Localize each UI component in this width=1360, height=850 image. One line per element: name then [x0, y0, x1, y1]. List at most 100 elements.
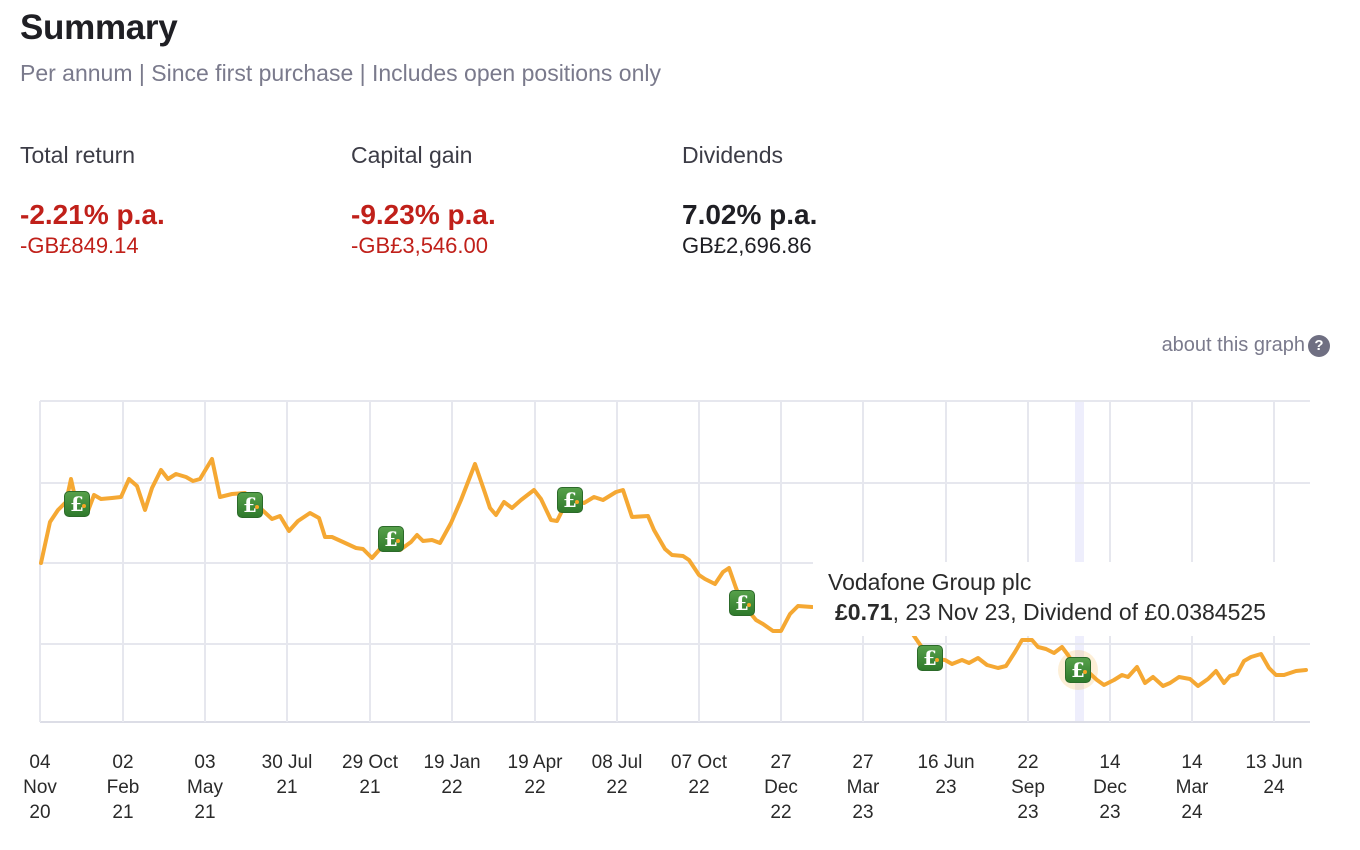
tick-label-line: 27	[852, 752, 874, 773]
metric-percent: 7.02% p.a.	[682, 199, 818, 230]
page-title: Summary	[20, 8, 178, 47]
tick-label-line: 21	[112, 802, 134, 823]
x-axis-tick-label: 04 Nov 20	[0, 750, 80, 825]
tick-label-line: 02	[112, 752, 134, 773]
tick-label-line	[577, 800, 657, 825]
tick-label-line: 23	[1017, 802, 1039, 823]
tick-label-line: Mar	[846, 777, 880, 798]
x-axis-tick-label: 19 Jan 22	[412, 750, 492, 825]
page-subtitle: Per annum | Since first purchase | Inclu…	[20, 60, 661, 86]
tick-label-line: Nov	[23, 777, 57, 798]
tick-label-line: 13 Jun	[1245, 752, 1303, 773]
tick-label-line: Sep	[1011, 777, 1045, 798]
tick-label-line	[495, 800, 575, 825]
tick-label-line: 21	[276, 777, 298, 798]
tick-label-line: Dec	[1093, 777, 1127, 798]
tick-label-line: 16 Jun	[917, 752, 975, 773]
data-point-dot	[575, 500, 579, 504]
tick-label-line: 22	[770, 802, 792, 823]
tick-label-line: 04	[29, 752, 51, 773]
dividend-marker[interactable]: £	[237, 492, 263, 518]
tick-label-line	[1234, 800, 1314, 825]
x-axis-tick-label: 07 Oct 22	[659, 750, 739, 825]
tick-label-line: 22	[606, 777, 628, 798]
tick-label-line: 21	[194, 802, 216, 823]
dividend-marker[interactable]: £	[64, 491, 90, 517]
x-axis-tick-label: 16 Jun 23	[906, 750, 986, 825]
tick-label-line: 03	[194, 752, 216, 773]
tick-label-line: 24	[1181, 802, 1203, 823]
dividend-marker[interactable]: £	[1065, 657, 1091, 683]
question-circle-icon[interactable]: ?	[1308, 334, 1330, 357]
metric-total-return: Total return -2.21% p.a. -GB£849.14	[20, 142, 165, 259]
pound-sign-icon: £	[70, 492, 84, 516]
tick-label-line: 22	[688, 777, 710, 798]
pound-sign-icon: £	[384, 527, 398, 551]
highlight-band	[1075, 401, 1084, 722]
data-point-dot	[82, 504, 86, 508]
dividend-marker[interactable]: £	[378, 526, 404, 552]
x-axis-tick-label: 19 Apr 22	[495, 750, 575, 825]
pound-sign-icon: £	[563, 488, 577, 512]
x-axis-tick-label: 14 Mar 24	[1152, 750, 1232, 825]
tick-label-line: 23	[1099, 802, 1121, 823]
data-point-dot	[396, 539, 400, 543]
tick-label-line: 21	[359, 777, 381, 798]
dividend-marker[interactable]: £	[557, 487, 583, 513]
tick-label-line: 23	[935, 777, 957, 798]
pound-sign-icon: £	[735, 591, 749, 615]
x-axis-tick-label: 27 Mar 23	[823, 750, 903, 825]
tick-label-line	[412, 800, 492, 825]
tick-label-line: 30 Jul	[261, 752, 313, 773]
data-point-dot	[935, 658, 939, 662]
x-axis-tick-label: 14 Dec 23	[1070, 750, 1150, 825]
tooltip-company: Vodafone Group plc	[828, 569, 1032, 595]
metric-amount: -GB£3,546.00	[351, 233, 488, 258]
tick-label-line: 14	[1181, 752, 1203, 773]
pound-sign-icon: £	[1071, 658, 1085, 682]
chart-tooltip: Vodafone Group plc £0.71, 23 Nov 23, Div…	[813, 562, 1313, 636]
metric-percent: -9.23% p.a.	[351, 199, 496, 230]
x-axis-tick-label: 29 Oct 21	[330, 750, 410, 825]
data-point-dot	[747, 603, 751, 607]
tooltip-date-dividend: , 23 Nov 23, Dividend of £0.0384525	[892, 599, 1266, 625]
tick-label-line: 19 Jan	[423, 752, 481, 773]
metric-dividends: Dividends 7.02% p.a. GB£2,696.86	[682, 142, 817, 259]
x-axis-tick-label: 27 Dec 22	[741, 750, 821, 825]
tick-label-line: 22	[524, 777, 546, 798]
data-point-dot	[255, 505, 259, 509]
pound-sign-icon: £	[923, 646, 937, 670]
tick-label-line: 14	[1099, 752, 1121, 773]
metric-amount: GB£2,696.86	[682, 233, 812, 258]
tick-label-line: 24	[1263, 777, 1285, 798]
tick-label-line: 07 Oct	[671, 752, 727, 773]
tick-label-line: 27	[770, 752, 792, 773]
metric-label: Total return	[20, 142, 136, 168]
tick-label-line: Feb	[106, 777, 140, 798]
about-this-graph-link[interactable]: about this graph ?	[1162, 334, 1330, 357]
data-point-dot	[1083, 670, 1087, 674]
tooltip-price: £0.71	[835, 599, 893, 625]
dividend-marker[interactable]: £	[917, 645, 943, 671]
metric-label: Dividends	[682, 142, 783, 168]
x-axis-tick-label: 08 Jul 22	[577, 750, 657, 825]
tick-label-line: Dec	[764, 777, 798, 798]
tick-label-line: 22	[441, 777, 463, 798]
x-axis-tick-label: 13 Jun 24	[1234, 750, 1314, 825]
x-axis-tick-label: 30 Jul 21	[247, 750, 327, 825]
x-axis-tick-label: 22 Sep 23	[988, 750, 1068, 825]
dividend-marker[interactable]: £	[729, 590, 755, 616]
tick-label-line: 20	[29, 802, 51, 823]
tick-label-line: 19 Apr	[507, 752, 563, 773]
x-axis-tick-label: 02 Feb 21	[83, 750, 163, 825]
tick-label-line: 23	[852, 802, 874, 823]
tick-label-line	[906, 800, 986, 825]
metric-label: Capital gain	[351, 142, 473, 168]
tick-label-line: May	[187, 777, 223, 798]
tooltip-details: £0.71, 23 Nov 23, Dividend of £0.0384525	[835, 599, 1266, 626]
tick-label-line: Mar	[1175, 777, 1209, 798]
price-line	[39, 457, 814, 633]
metric-percent: -2.21% p.a.	[20, 199, 165, 230]
tick-label-line: 22	[1017, 752, 1039, 773]
